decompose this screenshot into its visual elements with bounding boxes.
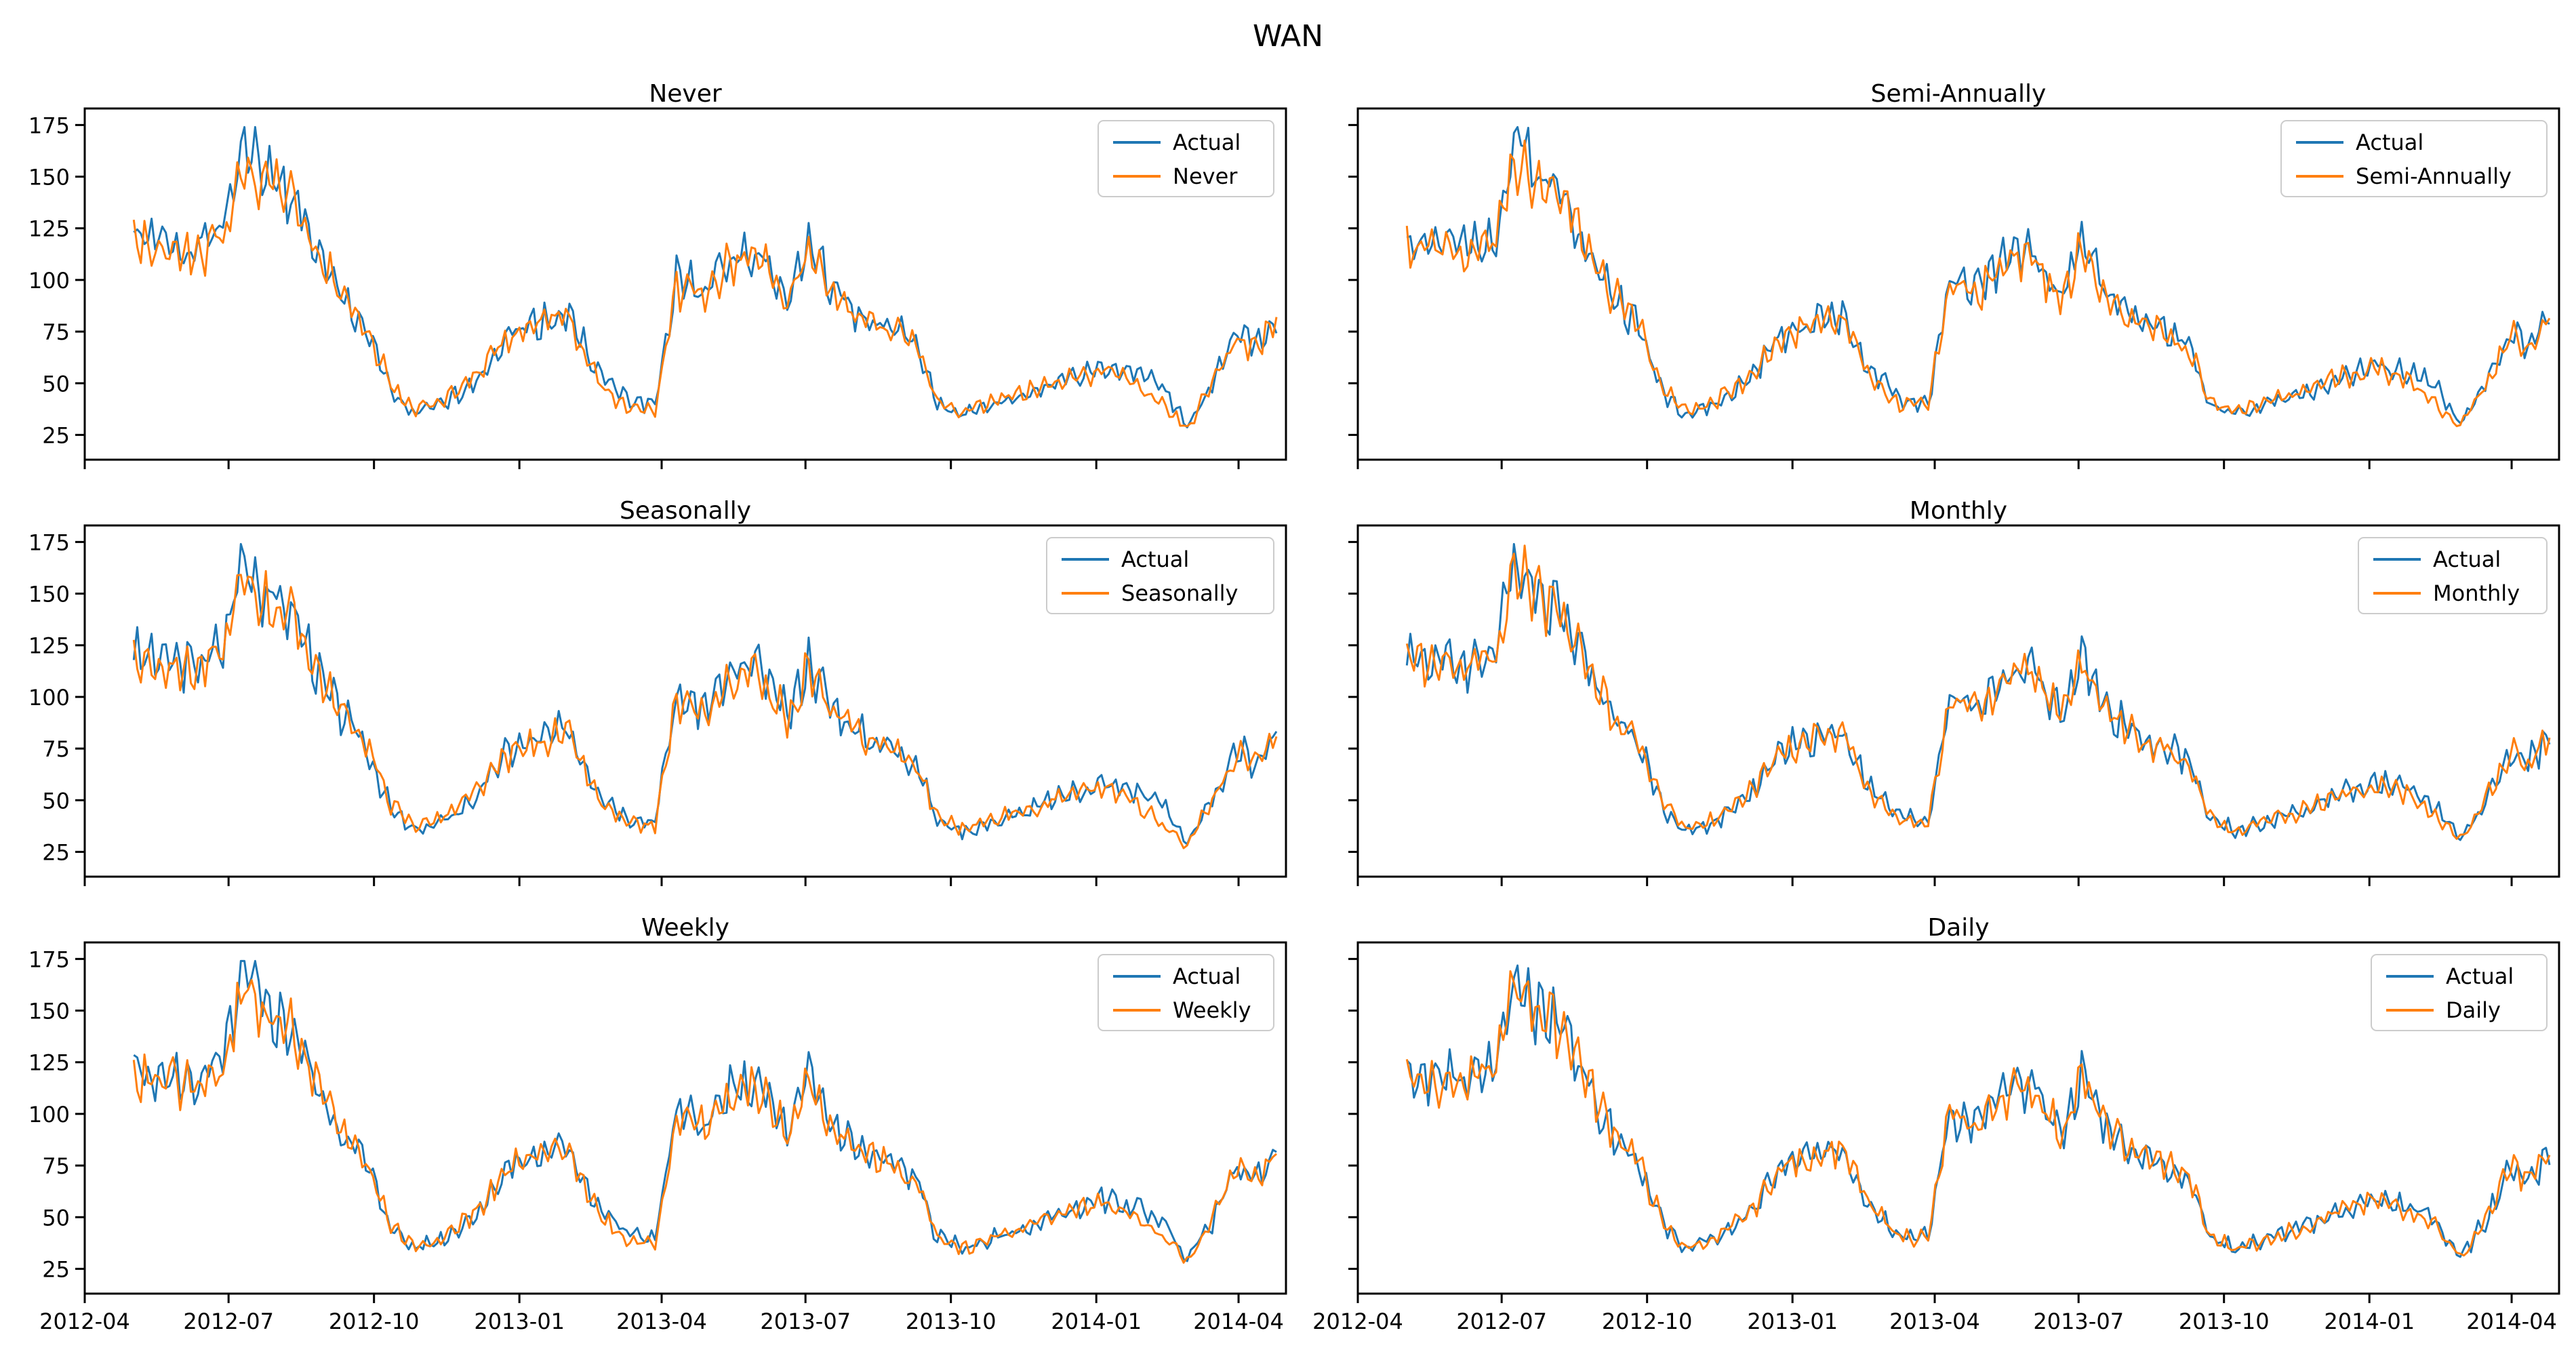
- series-forecast-line: [132, 570, 1278, 850]
- y-tick-label: 75: [42, 736, 70, 762]
- x-tick-label: 2013-01: [474, 1309, 565, 1334]
- x-tick-label: 2012-07: [183, 1309, 274, 1334]
- x-tick-label: 2013-01: [1747, 1309, 1838, 1334]
- x-tick-label: 2013-10: [2179, 1309, 2270, 1334]
- axes-frame: [1356, 941, 2560, 1295]
- legend: Actual Semi-Annually: [2280, 120, 2548, 197]
- y-tick-label: 50: [42, 371, 70, 397]
- subplot-title: Semi-Annually: [1871, 80, 2047, 108]
- subplot-daily: Daily 2012-04 2012-07 2012-10 2013-01 2013-04…: [1312, 914, 2560, 1334]
- x-tick-label: 2013-10: [906, 1309, 997, 1334]
- axes-frame: [83, 524, 1287, 878]
- x-tick-label: 2013-04: [1889, 1309, 1980, 1334]
- x-tick-label: 2014-01: [2324, 1309, 2415, 1334]
- x-tick-label: 2014-01: [1051, 1309, 1142, 1334]
- axes-frame: [1356, 524, 2560, 878]
- y-tick-label: 50: [42, 788, 70, 814]
- y-tick-label: 75: [42, 1153, 70, 1179]
- series-actual-line: [133, 125, 1278, 428]
- series-forecast-line: [1405, 544, 2551, 840]
- subplot-never: Never 25 50 75 100 125 150 175 Actual Never: [28, 80, 1287, 469]
- legend-label: Monthly: [2433, 580, 2520, 606]
- y-tick-label: 150: [28, 165, 70, 191]
- x-tick-label: 2012-10: [1602, 1309, 1693, 1334]
- subplot-weekly: Weekly 25 50 75 100 125 150 175 2012-04 2012-07 20…: [28, 914, 1287, 1334]
- x-tick-label: 2013-04: [616, 1309, 707, 1334]
- y-tick-label: 125: [28, 1050, 70, 1076]
- y-tick-label: 25: [42, 839, 70, 865]
- legend-label: Actual: [1121, 546, 1189, 572]
- x-tick-label: 2014-04: [2466, 1309, 2557, 1334]
- series-forecast-line: [132, 978, 1277, 1264]
- figure-title: WAN: [1253, 19, 1323, 54]
- legend-label: Never: [1173, 163, 1238, 189]
- legend: Actual Daily: [2371, 954, 2548, 1031]
- axes-frame: [1356, 107, 2560, 461]
- x-tick-label: 2014-04: [1193, 1309, 1284, 1334]
- y-tick-label: 50: [42, 1205, 70, 1231]
- legend: Actual Weekly: [1098, 954, 1274, 1031]
- subplot-semi-annually: Semi-Annually Actual Semi-Annually: [1348, 80, 2560, 469]
- legend-label: Semi-Annually: [2356, 163, 2512, 189]
- legend-label: Seasonally: [1121, 580, 1238, 606]
- x-tick-label: 2013-07: [2033, 1309, 2124, 1334]
- subplot-title: Daily: [1927, 914, 1989, 942]
- series-forecast-line: [132, 157, 1278, 428]
- subplot-grid: Never 25 50 75 100 125 150 175 Actual Never Semi-A…: [28, 80, 2560, 1334]
- y-tick-label: 100: [28, 1102, 70, 1128]
- y-tick-label: 25: [42, 1256, 70, 1282]
- legend-label: Weekly: [1173, 997, 1251, 1023]
- y-tick-label: 100: [28, 268, 70, 294]
- legend-label: Actual: [2356, 129, 2423, 155]
- y-tick-label: 25: [42, 422, 70, 448]
- series-actual-line: [1406, 125, 2550, 424]
- x-tick-label: 2012-04: [1312, 1309, 1403, 1334]
- subplot-monthly: Monthly Actual Monthly: [1348, 497, 2560, 886]
- series-forecast-line: [1405, 139, 2551, 427]
- y-tick-label: 175: [28, 113, 70, 138]
- x-tick-label: 2012-10: [329, 1309, 420, 1334]
- x-tick-label: 2012-04: [39, 1309, 130, 1334]
- y-tick-label: 150: [28, 582, 70, 607]
- y-tick-label: 75: [42, 319, 70, 345]
- legend-label: Daily: [2446, 997, 2501, 1023]
- legend-label: Actual: [2433, 546, 2501, 572]
- legend-label: Actual: [2446, 963, 2514, 989]
- subplot-seasonally: Seasonally 25 50 75 100 125 150 175 Actual Season…: [28, 497, 1287, 886]
- y-tick-label: 150: [28, 999, 70, 1024]
- legend-box: [2280, 120, 2548, 197]
- legend: Actual Seasonally: [1046, 537, 1274, 614]
- subplot-title: Monthly: [1910, 497, 2007, 525]
- legend-label: Actual: [1173, 129, 1241, 155]
- series-actual-line: [133, 959, 1277, 1262]
- y-tick-label: 175: [28, 946, 70, 972]
- legend: Actual Monthly: [2358, 537, 2548, 614]
- x-tick-label: 2013-07: [760, 1309, 851, 1334]
- y-tick-label: 125: [28, 633, 70, 659]
- subplot-title: Seasonally: [620, 497, 751, 525]
- y-tick-label: 175: [28, 530, 70, 555]
- subplot-title: Never: [649, 80, 722, 108]
- axes-frame: [83, 941, 1287, 1295]
- y-tick-label: 125: [28, 216, 70, 242]
- series-forecast-line: [1405, 970, 2551, 1257]
- axes-frame: [83, 107, 1287, 461]
- legend: Actual Never: [1098, 120, 1274, 197]
- y-tick-label: 100: [28, 685, 70, 711]
- subplot-title: Weekly: [641, 914, 729, 942]
- series-actual-line: [1405, 542, 2551, 841]
- x-tick-label: 2012-07: [1456, 1309, 1547, 1334]
- legend-label: Actual: [1173, 963, 1241, 989]
- series-actual-line: [132, 542, 1278, 845]
